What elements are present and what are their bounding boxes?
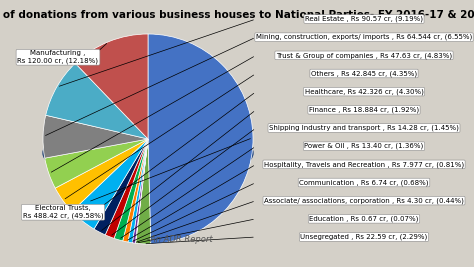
Wedge shape [114, 139, 148, 241]
Text: Associate/ associations, corporation , Rs 4.30 cr, (0.44%): Associate/ associations, corporation , R… [264, 197, 464, 204]
Text: Communication , Rs 6.74 cr, (0.68%): Communication , Rs 6.74 cr, (0.68%) [299, 179, 429, 186]
Wedge shape [72, 139, 148, 229]
Wedge shape [94, 139, 148, 235]
Polygon shape [136, 168, 151, 182]
Text: Power & Oil , Rs 13.40 cr, (1.36%): Power & Oil , Rs 13.40 cr, (1.36%) [304, 143, 424, 150]
Wedge shape [148, 34, 253, 244]
Ellipse shape [43, 124, 253, 182]
Wedge shape [43, 115, 148, 158]
Text: Electoral Trusts,
Rs 488.42 cr, (49.58%): Electoral Trusts, Rs 488.42 cr, (49.58%) [23, 205, 103, 219]
Text: Real Estate , Rs 90.57 cr, (9.19%): Real Estate , Rs 90.57 cr, (9.19%) [305, 16, 423, 22]
Polygon shape [123, 167, 128, 182]
Text: Share of donations from various business houses to National Parties- FY 2016-17 : Share of donations from various business… [0, 10, 474, 20]
Text: Manufacturing ,
Rs 120.00 cr, (12.18%): Manufacturing , Rs 120.00 cr, (12.18%) [18, 50, 99, 64]
Wedge shape [136, 139, 151, 244]
Wedge shape [55, 139, 148, 211]
Text: Finance , Rs 18.884 cr, (1.92%): Finance , Rs 18.884 cr, (1.92%) [309, 107, 419, 113]
Polygon shape [148, 109, 253, 182]
Polygon shape [105, 166, 114, 181]
Text: Unsegregated , Rs 22.59 cr, (2.29%): Unsegregated , Rs 22.59 cr, (2.29%) [301, 234, 428, 240]
Text: Healthcare, Rs 42.326 cr, (4.30%): Healthcare, Rs 42.326 cr, (4.30%) [305, 88, 423, 95]
Wedge shape [45, 139, 148, 188]
Wedge shape [132, 139, 148, 243]
Wedge shape [46, 63, 148, 139]
Polygon shape [114, 167, 123, 182]
Wedge shape [75, 34, 148, 139]
Text: Hospitality, Travels and Recreation , Rs 7.977 cr, (0.81%): Hospitality, Travels and Recreation , Rs… [264, 161, 464, 168]
Polygon shape [55, 153, 72, 173]
Polygon shape [132, 168, 135, 182]
Polygon shape [128, 168, 132, 182]
Text: Trust & Group of companies , Rs 47.63 cr, (4.83%): Trust & Group of companies , Rs 47.63 cr… [276, 52, 452, 58]
Polygon shape [45, 144, 55, 167]
Text: Others , Rs 42.845 cr, (4.35%): Others , Rs 42.845 cr, (4.35%) [311, 70, 417, 77]
Wedge shape [135, 139, 148, 243]
Wedge shape [123, 139, 148, 242]
Polygon shape [94, 164, 105, 180]
Text: -An ADR Report: -An ADR Report [147, 234, 213, 244]
Text: Mining, construction, exports/ imports , Rs 64.544 cr, (6.55%): Mining, construction, exports/ imports ,… [256, 34, 472, 40]
Wedge shape [105, 139, 148, 238]
Polygon shape [72, 159, 94, 178]
Text: Education , Rs 0.67 cr, (0.07%): Education , Rs 0.67 cr, (0.07%) [310, 215, 419, 222]
Text: Shipping Industry and transport , Rs 14.28 cr, (1.45%): Shipping Industry and transport , Rs 14.… [269, 125, 459, 131]
Wedge shape [128, 139, 148, 243]
